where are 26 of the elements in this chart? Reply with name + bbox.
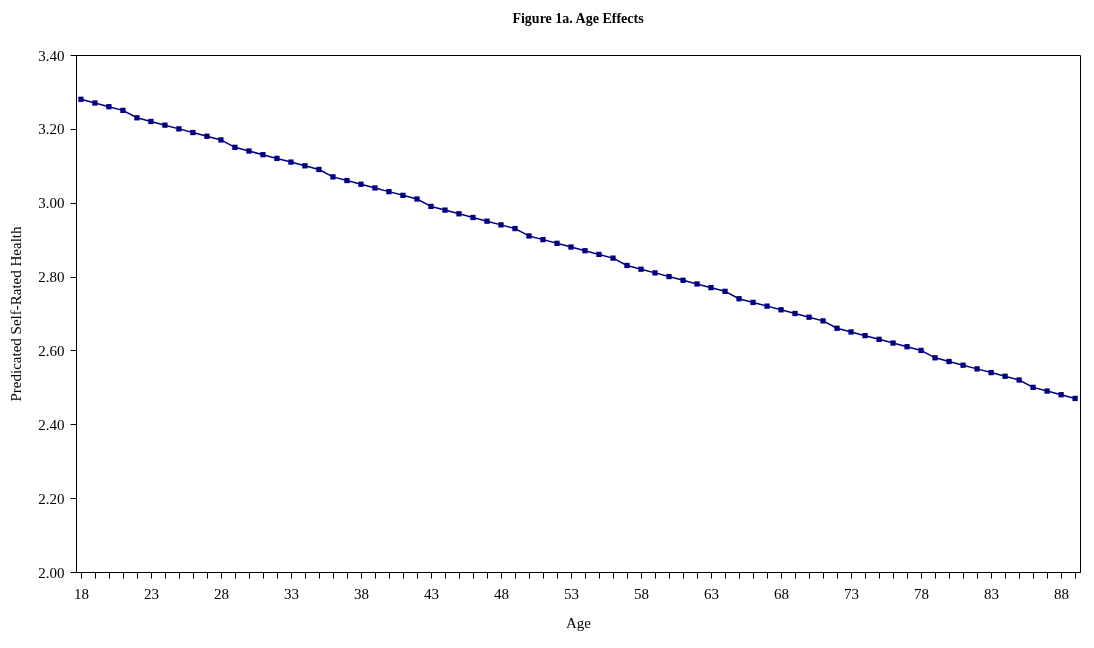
x-tick-label: 48	[493, 585, 509, 602]
x-tick-label: 88	[1054, 585, 1070, 602]
x-axis-title: Age	[566, 614, 592, 631]
y-tick-label: 2.80	[38, 269, 65, 286]
x-tick-label: 73	[844, 585, 860, 602]
x-tick-label: 38	[353, 585, 369, 602]
y-axis-title: Predicated Self-Rated Health	[8, 226, 25, 402]
x-tick-label: 18	[73, 585, 89, 602]
y-tick-label: 3.40	[38, 47, 65, 64]
x-tick-label: 53	[564, 585, 579, 602]
x-tick-label: 43	[423, 585, 439, 602]
x-tick-label: 68	[774, 585, 790, 602]
x-tick-label: 78	[914, 585, 930, 602]
y-tick-label: 2.60	[38, 342, 65, 359]
x-tick-label: 33	[283, 585, 299, 602]
chart-title: Figure 1a. Age Effects	[512, 11, 645, 26]
y-tick-label: 2.40	[38, 416, 65, 433]
x-tick-label: 58	[634, 585, 650, 602]
x-tick-label: 63	[704, 585, 720, 602]
x-tick-label: 28	[213, 585, 229, 602]
x-tick-label: 83	[984, 585, 1000, 602]
y-tick-label: 2.20	[38, 490, 65, 507]
y-tick-label: 3.00	[38, 195, 65, 212]
y-tick-label: 2.00	[38, 564, 65, 581]
y-tick-label: 3.20	[38, 121, 65, 138]
x-tick-label: 23	[143, 585, 159, 602]
